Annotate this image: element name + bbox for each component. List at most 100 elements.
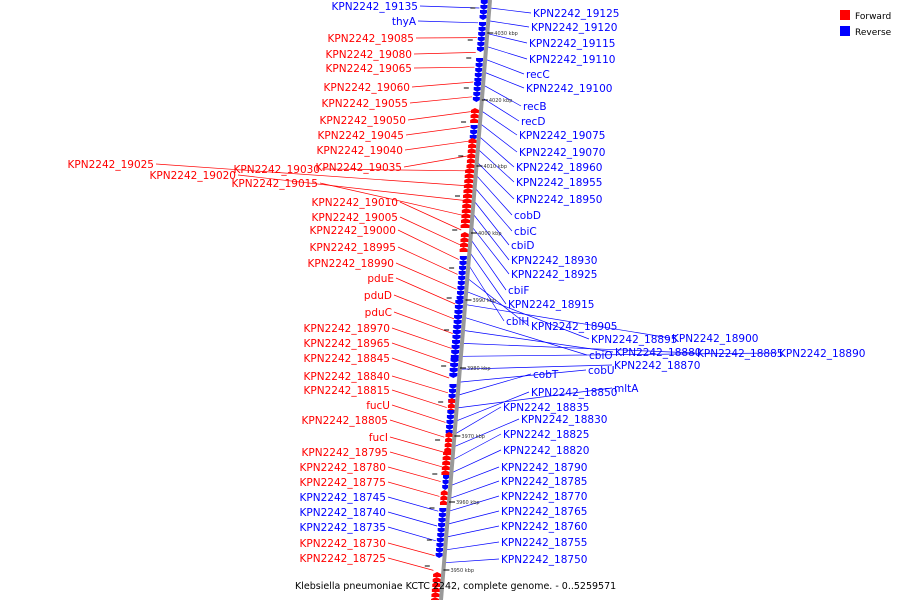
label-connector — [393, 294, 455, 320]
gene-feature — [436, 538, 444, 543]
gene-feature — [446, 420, 454, 425]
gene-feature — [445, 437, 453, 442]
label-connector — [321, 168, 467, 172]
gene-feature — [479, 15, 487, 20]
label-connector — [483, 85, 522, 107]
scale-tick-label: 3960 kbp — [456, 500, 480, 506]
label-connector — [474, 201, 510, 246]
gene-feature — [470, 118, 479, 123]
gene-feature — [477, 42, 485, 47]
label-connector — [452, 449, 502, 473]
gene-feature — [449, 384, 457, 389]
left-gene-label: KPN2242_18745 — [300, 492, 386, 504]
left-gene-label: KPN2242_19035 — [316, 162, 402, 174]
gene-feature — [442, 455, 451, 460]
left-gene-label: KPN2242_19055 — [322, 98, 408, 110]
gene-feature — [462, 203, 472, 208]
right-gene-label: KPN2242_19070 — [519, 147, 605, 159]
gene-feature — [438, 513, 446, 518]
gene-feature — [441, 465, 450, 470]
right-gene-label: KPN2242_19125 — [533, 8, 619, 20]
gene-feature — [470, 113, 479, 118]
gene-feature — [470, 125, 478, 130]
right-gene-label: KPN2242_18850 — [531, 387, 617, 399]
label-connector — [237, 174, 464, 201]
right-gene-label: KPN2242_18915 — [508, 299, 594, 311]
legend-label-reverse: Reverse — [855, 28, 892, 38]
left-gene-label: KPN2242_18965 — [304, 338, 390, 350]
left-gene-label: KPN2242_18740 — [300, 507, 386, 519]
gene-feature — [451, 345, 460, 350]
legend-swatch-reverse — [840, 26, 850, 36]
right-gene-label: KPN2242_18955 — [516, 177, 602, 189]
left-gene-label: KPN2242_18845 — [304, 353, 390, 365]
right-gene-label: KPN2242_19115 — [529, 38, 615, 50]
right-gene-label: KPN2242_18960 — [516, 162, 602, 174]
label-connector — [466, 304, 671, 339]
gene-feature — [457, 291, 465, 296]
label-connector — [468, 278, 530, 327]
gene-feature — [458, 271, 466, 276]
gene-feature — [437, 528, 445, 533]
legend-label-forward: Forward — [855, 12, 891, 22]
left-gene-label: KPN2242_19085 — [328, 33, 414, 45]
label-connector — [391, 404, 446, 423]
gene-feature — [431, 597, 440, 600]
label-connector — [395, 262, 457, 290]
label-connector — [471, 240, 507, 291]
label-connector — [473, 214, 510, 261]
gene-feature — [444, 442, 452, 447]
gene-feature — [463, 183, 473, 188]
gene-feature — [475, 63, 483, 68]
label-connector — [446, 541, 500, 551]
label-connector — [464, 317, 588, 356]
label-connector — [449, 495, 500, 512]
gene-feature — [449, 368, 458, 373]
right-gene-label: KPN2242_18925 — [511, 269, 597, 281]
label-connector — [454, 418, 520, 447]
left-gene-label: KPN2242_19080 — [326, 49, 412, 61]
label-connector — [447, 525, 500, 538]
right-gene-label: KPN2242_18905 — [531, 321, 617, 333]
left-gene-label: KPN2242_18730 — [300, 538, 386, 550]
left-gene-label: fucU — [366, 400, 390, 412]
label-connector — [389, 419, 445, 438]
label-connector — [467, 291, 590, 340]
label-connector — [155, 163, 465, 186]
legend-swatch-forward — [840, 10, 850, 20]
gene-feature — [468, 143, 477, 148]
left-gene-label: KPN2242_19020 — [150, 170, 236, 182]
scale-tick-label: 3980 kbp — [467, 366, 491, 372]
gene-feature — [474, 78, 482, 83]
gene-feature — [442, 485, 449, 490]
label-connector — [413, 66, 475, 69]
gene-feature — [457, 281, 465, 286]
gene-feature — [461, 208, 471, 213]
scale-tick-label: 4010 kbp — [483, 164, 507, 170]
map-caption: Klebsiella pneumoniae KCTC 2242, complet… — [295, 581, 616, 592]
right-gene-label: KPN2242_19075 — [519, 130, 605, 142]
gene-feature — [480, 0, 488, 5]
right-gene-label: cobD — [514, 210, 541, 222]
gene-feature — [460, 242, 469, 247]
gene-feature — [441, 470, 450, 475]
gene-labels: KPN2242_19135 thyA KPN2242_19085 KPN2242_19… — [68, 1, 866, 566]
label-connector — [391, 342, 451, 364]
gene-feature — [437, 533, 445, 538]
right-gene-label: KPN2242_19100 — [526, 83, 612, 95]
label-connector — [479, 136, 515, 168]
gene-feature — [439, 500, 447, 505]
scale-tick-label: 4000 kbp — [478, 231, 502, 237]
label-connector — [448, 510, 500, 525]
gene-feature — [478, 32, 486, 37]
legend: Forward Reverse — [840, 10, 892, 38]
gene-feature — [454, 305, 463, 310]
gene-feature — [464, 173, 474, 178]
gene-feature — [461, 213, 471, 218]
gene-feature — [442, 460, 451, 465]
gene-feature — [445, 432, 453, 437]
label-connector — [389, 436, 444, 453]
gene-feature — [468, 138, 477, 143]
right-gene-label: KPN2242_18900 — [672, 333, 758, 345]
